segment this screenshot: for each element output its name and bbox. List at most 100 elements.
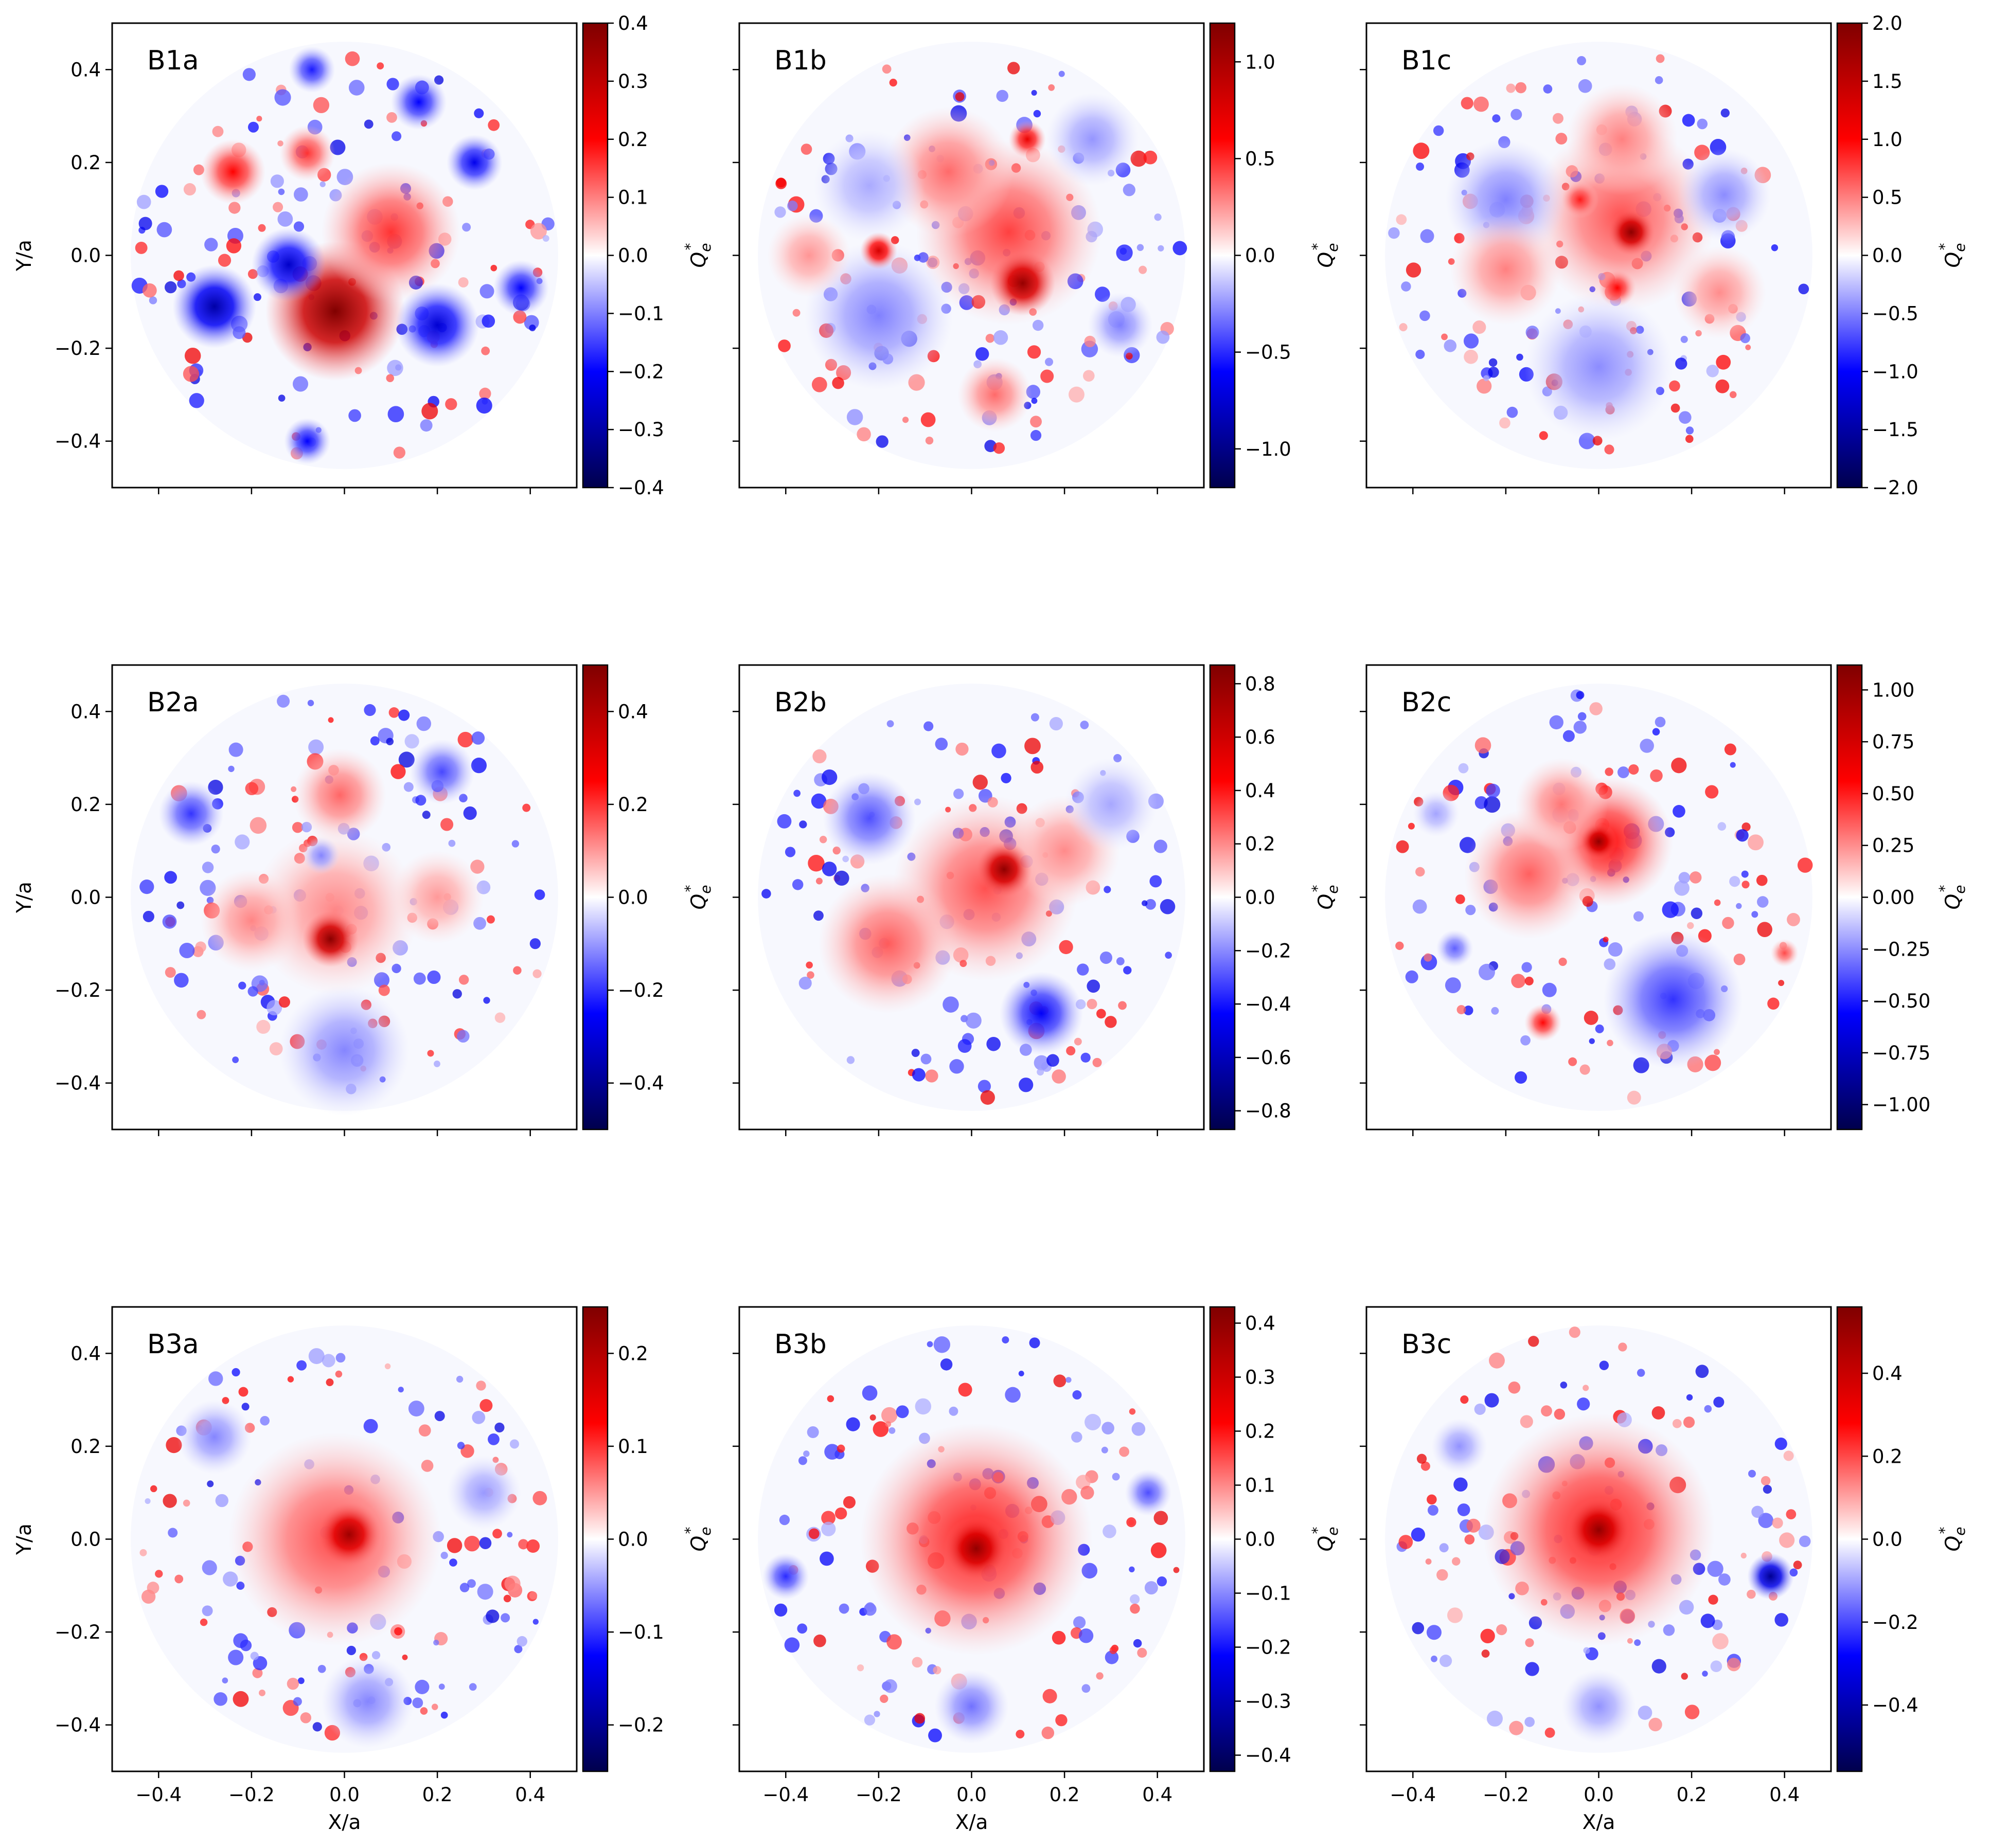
eddy (513, 966, 522, 975)
eddy (1441, 333, 1448, 340)
eddy (479, 1537, 492, 1549)
eddy (1151, 1544, 1165, 1558)
eddy (150, 1485, 157, 1493)
eddy (1133, 1639, 1142, 1648)
positive-vortex (1598, 269, 1636, 307)
eddy (1425, 1558, 1432, 1565)
colorbar-tick-label: 0.2 (1872, 1445, 1903, 1467)
eddy (1528, 1336, 1539, 1347)
eddy (1708, 1594, 1718, 1605)
positive-vortex (200, 869, 303, 972)
eddy (1712, 1633, 1729, 1649)
colorbar-tick-label: 0.4 (618, 701, 648, 723)
eddy (940, 1358, 953, 1371)
eddy (1715, 379, 1730, 393)
eddy (250, 1652, 259, 1660)
eddy (1799, 1535, 1811, 1548)
eddy (779, 1514, 790, 1526)
eddy (274, 89, 291, 106)
eddy (1655, 716, 1666, 728)
eddy (1031, 398, 1038, 404)
eddy (488, 1433, 500, 1445)
colorbar-label: Qe* (1936, 243, 1968, 268)
colorbar-tick-label: 0.3 (1245, 1367, 1275, 1389)
eddy (935, 738, 948, 750)
eddy (1549, 715, 1563, 730)
eddy (494, 1422, 505, 1433)
eddy (200, 1618, 208, 1626)
eddy (1474, 737, 1491, 754)
eddy (395, 364, 402, 371)
eddy (955, 92, 965, 101)
eddy (1718, 1573, 1731, 1586)
eddy (1080, 721, 1089, 729)
eddy (238, 1387, 248, 1397)
eddy (462, 223, 471, 232)
eddy (914, 798, 921, 805)
eddy (1779, 1532, 1795, 1548)
eddy (1543, 84, 1553, 94)
eddy (832, 376, 844, 389)
eddy (1048, 84, 1055, 91)
eddy (174, 1574, 184, 1584)
eddy (308, 739, 324, 755)
eddy (420, 419, 433, 432)
field-map (1385, 1325, 1812, 1753)
eddy (883, 1679, 897, 1693)
eddy (184, 347, 201, 364)
eddy (1149, 875, 1162, 888)
colorbar-tick-label: −0.50 (1872, 990, 1930, 1012)
eddy (1461, 97, 1473, 110)
eddy (277, 211, 293, 227)
eddy (1599, 1360, 1609, 1370)
eddy (1640, 739, 1654, 753)
panel-title: B1c (1401, 45, 1451, 76)
eddy (1087, 999, 1097, 1010)
eddy (319, 181, 326, 187)
eddy (846, 1417, 860, 1431)
eddy (925, 436, 934, 445)
colorbar-label: Qe* (1936, 885, 1968, 910)
eddy (517, 1636, 527, 1647)
eddy (458, 277, 469, 288)
eddy (488, 119, 500, 131)
eddy (1101, 1446, 1108, 1454)
eddy (1466, 1518, 1481, 1533)
eddy (1740, 333, 1750, 344)
eddy (1542, 982, 1557, 997)
eddy (777, 814, 792, 829)
negative-vortex (823, 772, 916, 865)
eddy (1130, 1594, 1140, 1604)
eddy (1496, 1624, 1507, 1636)
eddy (1714, 899, 1721, 906)
eddy (212, 125, 224, 137)
eddy (793, 790, 801, 797)
y-tick-label: −0.4 (55, 1714, 101, 1736)
eddy (1041, 1726, 1055, 1739)
eddy (168, 1528, 178, 1538)
eddy (474, 108, 484, 118)
colorbar-tick-label: −0.4 (1872, 1694, 1918, 1716)
eddy (807, 971, 814, 979)
colorbar-tick-label: 0.8 (1245, 673, 1275, 695)
colorbar-tick-label: 2.0 (1872, 12, 1903, 34)
eddy (1509, 1720, 1524, 1735)
eddy (1123, 966, 1132, 975)
eddy (277, 694, 290, 708)
field-map (131, 684, 558, 1116)
colorbar-tick-label: 0.75 (1872, 731, 1914, 753)
eddy (228, 742, 243, 757)
eddy (857, 427, 871, 442)
eddy (1156, 330, 1170, 344)
eddy (1130, 1603, 1140, 1614)
eddy (1072, 1390, 1082, 1400)
eddy (911, 1049, 920, 1057)
eddy (774, 1603, 788, 1617)
eddy (307, 699, 314, 707)
eddy (792, 309, 801, 317)
eddy (1669, 380, 1680, 392)
eddy (1552, 113, 1563, 124)
eddy (1408, 822, 1415, 830)
eddy (420, 1707, 428, 1715)
eddy (1465, 905, 1476, 916)
